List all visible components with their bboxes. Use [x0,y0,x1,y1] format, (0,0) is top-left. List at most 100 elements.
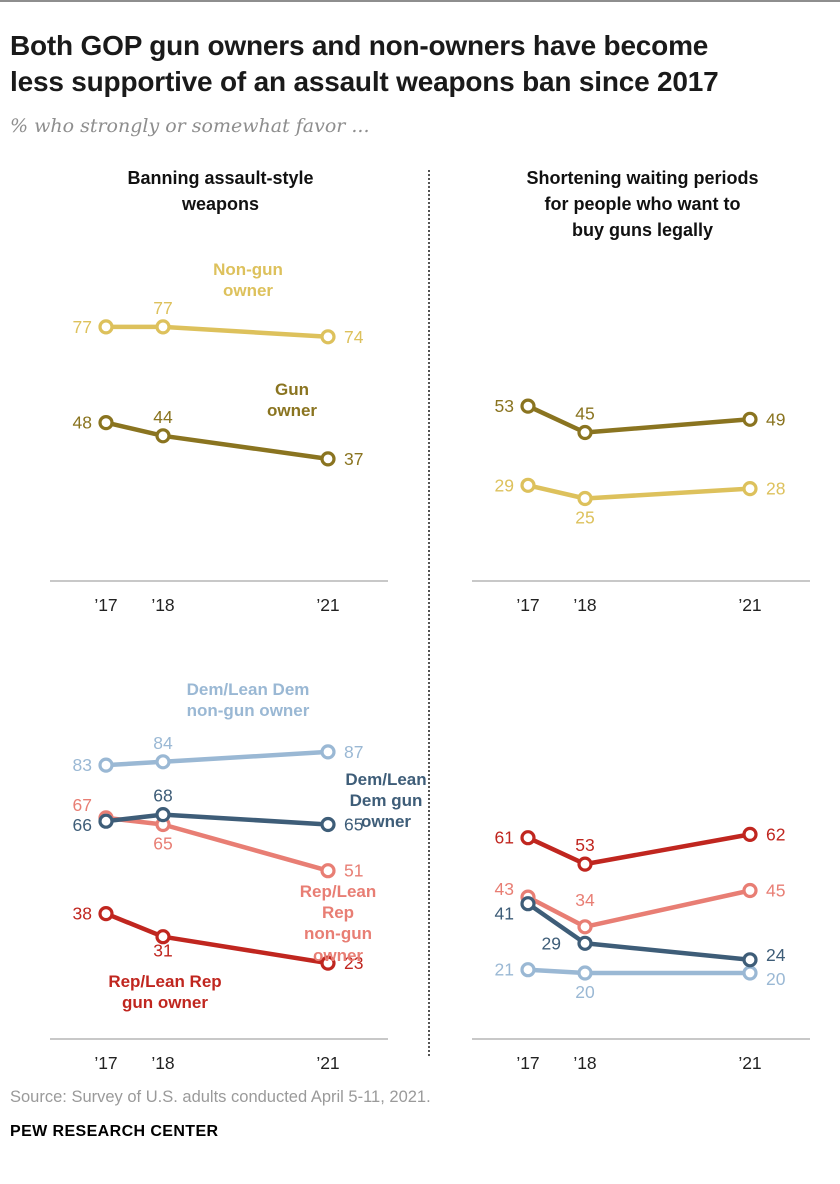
value-label: 53 [495,396,514,416]
data-point [577,918,593,935]
series-line [103,911,331,966]
value-label: 31 [153,940,172,960]
series-line [103,324,331,339]
data-point [577,490,593,506]
series-annotation: Rep/Lean Rep non-gun owner [299,881,377,965]
series-line [525,831,753,867]
data-point [320,862,336,879]
x-tick-label: ’17 [94,1053,117,1073]
data-point [320,328,336,345]
series-line [103,749,331,768]
value-label: 21 [495,959,514,979]
page-title: Both GOP gun owners and non-owners have … [10,30,719,98]
data-point [520,895,536,912]
value-label: 68 [153,785,172,805]
x-tick-label: ’17 [94,595,117,615]
line-chart-svg: ’17 ’18 ’21 21 20 20 43 34 45 41 29 24 61 53 62 [472,824,810,1073]
value-label: 29 [542,933,561,953]
series-annotation: Non-gun owner [213,259,283,301]
series-line [525,482,753,501]
data-point [155,427,171,444]
line-chart-svg: ’17 ’18 ’21 77 77 74 48 44 37 [50,298,388,615]
chart-ban-party: ’17 ’18 ’21 83 84 87 67 65 51 66 68 65 38 31 23 Dem/Lea… [48,671,427,1076]
x-tick-label: ’18 [151,1053,174,1073]
value-label: 29 [495,475,514,495]
top-chart-row: Banning assault-style weapons ’17 ’18 ’21 7… [0,165,840,639]
chart-panel-ban-party: ’17 ’18 ’21 83 84 87 67 65 51 66 68 65 38 31 23 Dem/Lea… [48,671,427,1076]
data-point [577,935,593,951]
value-label: 20 [575,982,595,1002]
value-label: 51 [344,860,363,880]
footer: Source: Survey of U.S. adults conducted … [0,1088,840,1141]
value-label: 53 [575,835,594,855]
x-tick-label: ’18 [151,595,174,615]
series-annotation: Dem/Lean Dem non-gun owner [186,679,310,721]
series-annotation: Dem/Lean Dem gun owner [345,769,427,832]
value-label: 65 [153,833,172,853]
data-point [320,744,336,760]
line-chart-svg: ’17 ’18 ’21 83 84 87 67 65 51 66 68 65 38 31 23 [50,733,388,1073]
value-label: 65 [344,814,363,834]
series-line [525,403,753,435]
value-label: 77 [73,317,92,337]
bottom-chart-row: ’17 ’18 ’21 83 84 87 67 65 51 66 68 65 38 31 23 Dem/Lea… [0,671,840,1076]
series-annotation: Gun owner [266,379,318,421]
series-line [525,967,753,976]
series-line [103,815,331,873]
value-label: 61 [495,827,514,847]
chart-panel-wait-overall: Shortening waiting periods for people wh… [470,165,815,639]
data-point [98,813,114,829]
data-point [98,905,114,921]
data-point [520,398,536,414]
line-chart-svg: ’17 ’18 ’21 53 45 49 29 25 28 [472,396,810,615]
value-label: 77 [153,298,172,318]
data-point [577,424,593,440]
value-label: 48 [73,412,92,432]
value-label: 24 [766,945,786,965]
page-subtitle: % who strongly or somewhat favor ... [10,114,370,137]
x-tick-label: ’21 [316,1053,339,1073]
x-tick-label: ’17 [516,1053,539,1073]
data-point [98,757,114,773]
value-label: 23 [344,953,363,973]
data-point [155,928,171,945]
series-line [103,420,331,461]
series-annotation: Rep/Lean Rep gun owner [108,971,222,1013]
chart-panel-wait-party: ’17 ’18 ’21 21 20 20 43 34 45 41 29 24 61 53 62 [470,671,815,1076]
brand-pew-research-center: PEW RESEARCH CENTER [10,1122,219,1140]
value-label: 49 [766,409,785,429]
value-label: 66 [73,815,92,835]
data-point [320,816,336,832]
x-tick-label: ’21 [738,1053,761,1073]
data-point [742,480,758,496]
data-point [320,451,336,467]
x-tick-label: ’17 [516,595,539,615]
value-label: 28 [766,478,785,498]
data-point [742,411,758,427]
value-label: 87 [344,742,363,762]
chart-wait-party: ’17 ’18 ’21 21 20 20 43 34 45 41 29 24 61 53 62 [470,671,815,1076]
data-point [98,414,114,430]
data-point [320,955,336,971]
value-label: 25 [575,507,594,527]
value-label: 44 [153,407,173,427]
column-divider [428,170,430,1056]
value-label: 43 [495,879,514,899]
value-label: 83 [73,755,92,775]
x-tick-label: ’18 [573,595,596,615]
x-tick-label: ’21 [738,595,761,615]
data-point [742,826,758,842]
data-point [520,477,536,493]
data-point [520,961,536,978]
data-point [742,882,758,898]
data-point [98,319,114,335]
series-line [525,888,753,929]
value-label: 62 [766,824,785,844]
value-label: 45 [766,880,785,900]
value-label: 41 [495,903,514,923]
data-point [155,806,171,822]
value-label: 20 [766,969,786,989]
data-point [577,856,593,872]
data-point [742,965,758,981]
value-label: 37 [344,449,363,469]
